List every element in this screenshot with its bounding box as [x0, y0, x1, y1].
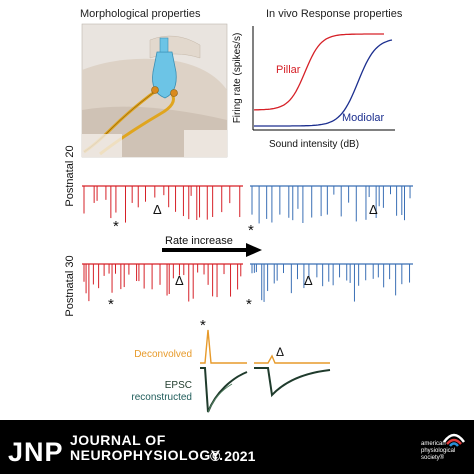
- pillar-synapse: [170, 89, 178, 97]
- epsc-label: EPSC: [165, 380, 192, 391]
- delta-marker: Δ: [304, 273, 313, 288]
- vivo-title: In vivo Response properties: [266, 8, 403, 20]
- morph-title: Morphological properties: [80, 8, 201, 20]
- journal-year: © 2021: [210, 448, 256, 464]
- series-line-modiolar: [254, 39, 393, 127]
- reconstructed-trace: [207, 383, 233, 413]
- morphology-panel: [81, 23, 228, 158]
- rate-increase-arrow-head: [246, 243, 262, 257]
- raster-p20-modiolar: [250, 185, 413, 224]
- delta-marker: Δ: [153, 202, 162, 217]
- series-line-pillar: [253, 33, 384, 111]
- star-marker: *: [108, 296, 114, 313]
- x-axis-label: Sound intensity (dB): [269, 139, 359, 150]
- postnatal-20-label: Postnatal 20: [64, 145, 76, 206]
- journal-footer: [0, 420, 474, 474]
- rate-increase-label: Rate increase: [165, 235, 233, 247]
- raster-p20-pillar: [82, 185, 243, 223]
- figure-canvas: Firing rate (spikes/s) Sound intensity (…: [64, 23, 413, 413]
- star-marker: *: [246, 296, 252, 313]
- legend-pillar: Pillar: [276, 64, 301, 76]
- reconstructed-label: reconstructed: [131, 392, 192, 403]
- star-marker: *: [113, 218, 119, 235]
- response-chart: Firing rate (spikes/s) Sound intensity (…: [232, 26, 395, 150]
- star-marker: *: [200, 317, 206, 334]
- postnatal-30-label: Postnatal 30: [64, 255, 76, 316]
- delta-marker: Δ: [369, 202, 378, 217]
- society-logo-icon: [442, 433, 466, 447]
- deconvolved-trace: [200, 329, 330, 364]
- journal-name: JOURNAL OF NEUROPHYSIOLOGY.: [70, 432, 224, 463]
- stereocilia: [159, 37, 169, 53]
- journal-abbreviation: JNP: [8, 437, 64, 467]
- epsc-trace: [200, 367, 331, 413]
- hair-cell: [152, 51, 177, 99]
- y-axis-label: Firing rate (spikes/s): [232, 33, 243, 124]
- modiolar-synapse: [151, 86, 159, 94]
- society-name: american physiological society®: [421, 441, 456, 461]
- star-marker: *: [248, 222, 254, 239]
- delta-marker: Δ: [276, 345, 284, 359]
- deconvolved-label: Deconvolved: [134, 349, 192, 360]
- delta-marker: Δ: [175, 273, 184, 288]
- raster-p30-pillar: [82, 263, 243, 302]
- raster-p30-modiolar: [250, 263, 413, 302]
- legend-modiolar: Modiolar: [342, 112, 385, 124]
